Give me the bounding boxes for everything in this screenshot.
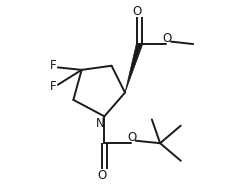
Text: O: O bbox=[133, 5, 142, 18]
Text: O: O bbox=[98, 169, 107, 182]
Text: N: N bbox=[96, 117, 104, 130]
Text: O: O bbox=[128, 131, 137, 144]
Text: F: F bbox=[50, 80, 56, 93]
Text: F: F bbox=[50, 59, 56, 72]
Text: O: O bbox=[163, 32, 172, 45]
Polygon shape bbox=[125, 43, 142, 93]
